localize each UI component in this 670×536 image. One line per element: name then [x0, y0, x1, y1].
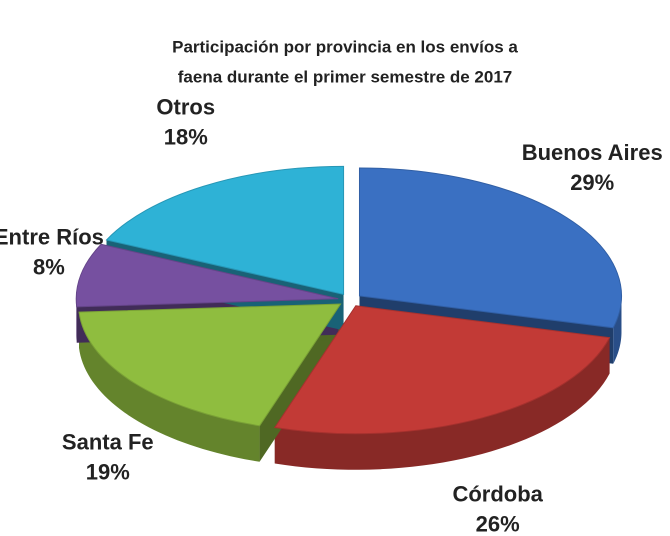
- slice-value: 29%: [570, 170, 614, 195]
- slice-label: Córdoba: [452, 482, 543, 507]
- chart-title: Participación por provincia en los envío…: [172, 37, 518, 56]
- slice-label: Otros: [156, 94, 215, 119]
- slice-value: 8%: [33, 255, 65, 280]
- pie-slice: [78, 303, 342, 427]
- slice-label: Buenos Aires: [522, 140, 663, 165]
- pie-slice: [273, 305, 611, 435]
- slice-value: 26%: [476, 512, 520, 536]
- slice-label: Santa Fe: [62, 429, 154, 454]
- pie-slice: [358, 167, 622, 329]
- tops: [75, 165, 622, 435]
- slice-side: [76, 298, 77, 343]
- slice-side: [79, 312, 260, 462]
- slice-value: 19%: [86, 459, 130, 484]
- chart-title: faena durante el primer semestre de 2017: [178, 67, 513, 86]
- slice-label: Entre Ríos: [0, 225, 104, 250]
- pie-slice: [105, 165, 345, 296]
- pie-slice: [75, 243, 339, 308]
- slice-value: 18%: [164, 124, 208, 149]
- slice-side: [274, 337, 610, 470]
